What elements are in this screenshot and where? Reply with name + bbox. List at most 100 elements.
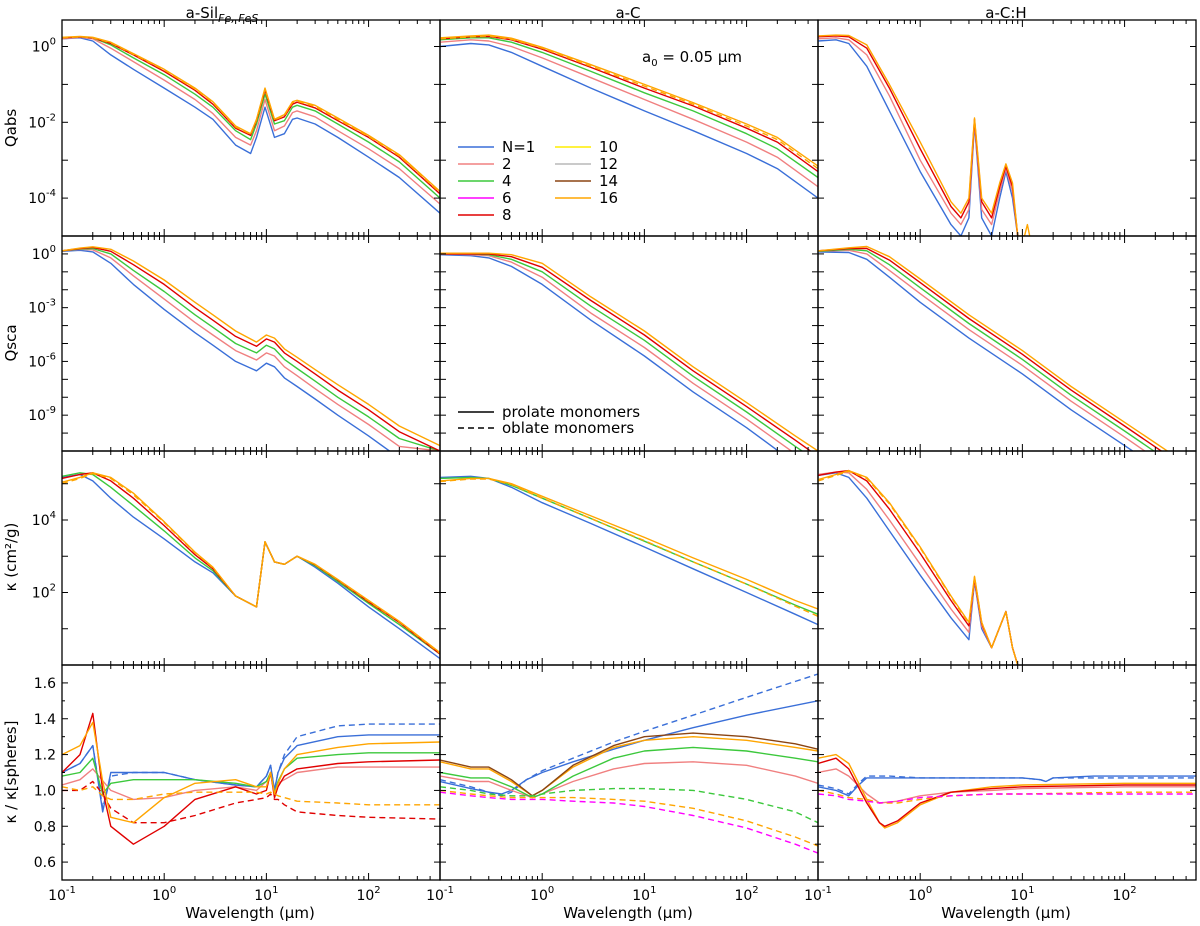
series-qsca-ac-n16-solid-4 — [440, 252, 818, 451]
legend-item-N=1: N=1 — [458, 138, 535, 156]
series-ratio-ac-n1-solid-0 — [440, 700, 818, 795]
series-kappa-ac-n16-dashed-3 — [440, 478, 818, 617]
ylabel-qsca: Qsca — [2, 324, 20, 361]
legend-label: 8 — [502, 206, 512, 224]
series-ratio-asil-n8-solid-4 — [62, 712, 440, 845]
series-qabs-asil-n1-solid-0 — [62, 37, 440, 214]
annotation-a0: a0 = 0.05 μm — [642, 48, 742, 69]
series-qabs-asil-n16-dashed-5 — [62, 36, 440, 194]
series-group-qabs-ac — [440, 34, 818, 199]
series-qabs-asil-n2-solid-1 — [62, 36, 440, 205]
series-ratio-ac-n6-dashed-8 — [440, 791, 818, 854]
y-tick-label: 1.6 — [34, 676, 56, 692]
legend-label: 12 — [599, 155, 618, 173]
x-tick-label: 10-1 — [426, 885, 454, 904]
x-tick-label: 100 — [908, 885, 932, 904]
x-tick-label: 10-1 — [804, 885, 832, 904]
series-qabs-ac-n2-solid-1 — [440, 39, 818, 188]
ylabel-kappa: κ (cm²/g) — [2, 523, 20, 592]
series-group-kappa-ach — [818, 469, 1019, 665]
series-ratio-asil-n8-dashed-5 — [62, 780, 440, 824]
series-ratio-ach-n1-dashed-1 — [818, 775, 1196, 795]
legend-item-6: 6 — [458, 189, 512, 207]
legend-label: 10 — [599, 138, 618, 156]
series-kappa-asil-n8-solid-2 — [62, 472, 440, 655]
frame-kappa-ac — [439, 450, 819, 666]
y-tick-label: 104 — [32, 510, 56, 529]
panel-kappa-ach — [817, 450, 1197, 666]
legend-item-12: 12 — [555, 155, 618, 173]
legend-item-10: 10 — [555, 138, 618, 156]
series-qsca-ac-n2-solid-1 — [440, 253, 818, 451]
series-qsca-asil-n16-solid-4 — [62, 246, 440, 447]
series-ratio-ac-n2-solid-2 — [440, 761, 818, 799]
legend-style-solid: prolate monomers — [458, 403, 640, 421]
panel-ratio-asil: 1.6 1.4 1.2 1.0 0.8 0.6 10-1 100 101 102 — [34, 664, 441, 904]
y-tick-label: 102 — [32, 582, 56, 601]
series-kappa-asil-n1-solid-0 — [62, 473, 440, 660]
y-tick-label: 10-2 — [28, 112, 56, 131]
series-kappa-ach-n16-solid-3 — [818, 469, 1019, 665]
series-qsca-asil-n4-solid-2 — [62, 247, 440, 451]
y-tick-label: 100 — [32, 244, 56, 263]
series-qabs-ach-n8-solid-2 — [818, 35, 1019, 236]
frame-qabs-ach — [817, 19, 1197, 237]
xlabel-col2: Wavelength (μm) — [563, 904, 693, 922]
x-tick-label: 100 — [152, 885, 176, 904]
legend-style-dashed: oblate monomers — [458, 419, 634, 437]
x-tick-label: 100 — [530, 885, 554, 904]
legend-item-8: 8 — [458, 206, 512, 224]
series-qsca-ach-n1-solid-0 — [818, 251, 1134, 451]
x-tick-label: 102 — [734, 885, 758, 904]
legend-label: 2 — [502, 155, 512, 173]
frame-qabs-ac — [439, 19, 819, 237]
series-kappa-asil-n16-dashed-4 — [62, 472, 440, 654]
series-qabs-ach-n2-solid-1 — [818, 37, 1019, 236]
x-tick-label: 101 — [632, 885, 656, 904]
series-group-ratio-ach — [818, 753, 1196, 829]
series-group-qabs-asil — [62, 35, 440, 214]
xlabel-col3: Wavelength (μm) — [941, 904, 1071, 922]
legend-label: N=1 — [502, 138, 535, 156]
x-tick-label: 10-1 — [48, 885, 76, 904]
series-group-ratio-asil — [62, 712, 440, 845]
series-kappa-asil-n4-solid-1 — [62, 472, 440, 655]
frame-ratio-ac — [439, 664, 819, 881]
x-tick-label: 102 — [1112, 885, 1136, 904]
ylabel-qabs: Qabs — [2, 109, 20, 148]
series-ratio-ac-n14-solid-5 — [440, 732, 818, 797]
series-qabs-ac-n1-solid-0 — [440, 42, 818, 199]
series-qsca-ac-n1-solid-0 — [440, 254, 818, 451]
series-ratio-asil-n16-dashed-7 — [62, 786, 440, 806]
series-ratio-ach-n6-dashed-6 — [818, 793, 1196, 804]
series-group-ratio-ac — [440, 673, 818, 854]
column-titles: a-SilFe, FeS a-C a-C:H — [186, 4, 1027, 25]
panel-qsca-asil: 100 10-3 10-6 10-9 — [28, 235, 441, 452]
panel-ratio-ach: 10-1 100 101 102 — [804, 664, 1197, 904]
column-title-ach: a-C:H — [985, 4, 1026, 22]
series-kappa-asil-n16-solid-3 — [62, 472, 440, 654]
legend-label: 4 — [502, 172, 512, 190]
y-tick-label: 0.6 — [34, 855, 56, 871]
y-tick-label: 0.8 — [34, 819, 56, 835]
y-tick-label: 100 — [32, 36, 56, 55]
series-ratio-ac-n4-dashed-6 — [440, 786, 818, 824]
y-tick-label: 10-4 — [28, 188, 56, 207]
series-qsca-asil-n1-solid-0 — [62, 249, 440, 451]
legend-label: 14 — [599, 172, 618, 190]
legend-style-label: oblate monomers — [502, 419, 634, 437]
series-kappa-ac-n16-solid-2 — [440, 477, 818, 610]
series-group-qabs-ach — [818, 34, 1031, 236]
series-qabs-ac-n4-solid-2 — [440, 37, 818, 179]
panel-qabs-ac — [439, 19, 819, 237]
series-ratio-ach-n8-solid-4 — [818, 757, 1196, 827]
annotation-text: a0 = 0.05 μm — [642, 48, 742, 69]
series-qsca-asil-n8-solid-3 — [62, 246, 440, 451]
series-ratio-ac-n16-solid-4 — [440, 736, 818, 797]
legend-item-14: 14 — [555, 172, 618, 190]
series-group-kappa-ac — [440, 475, 818, 626]
series-ratio-ac-n16-dashed-7 — [440, 789, 818, 847]
panel-ratio-ac: 10-1 100 101 102 — [426, 664, 819, 904]
